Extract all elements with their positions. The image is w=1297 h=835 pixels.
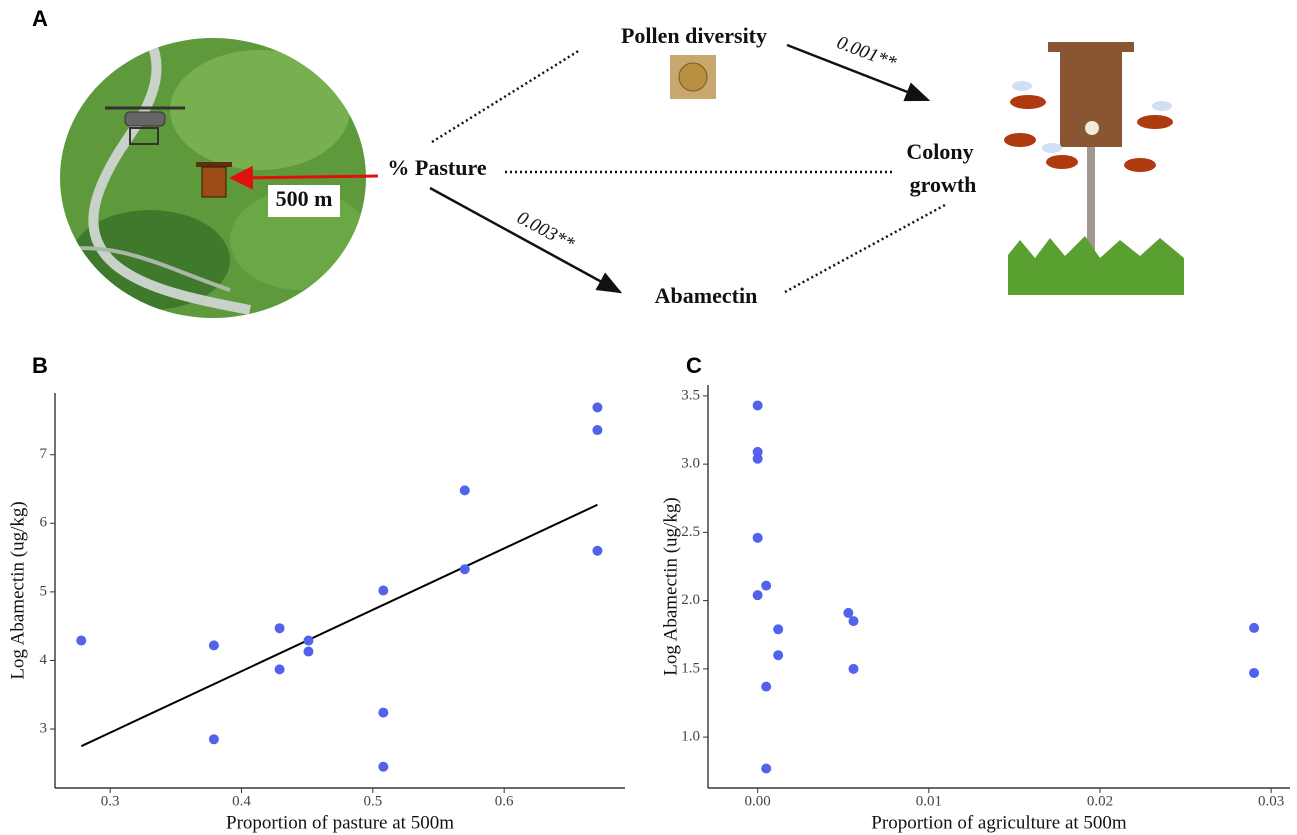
dotted-edge	[431, 48, 581, 144]
y-axis-label: Log Abamectin (ug/kg)	[7, 501, 28, 679]
data-point	[752, 453, 763, 464]
y-tick-label: 7	[40, 446, 48, 462]
y-tick-label: 4	[40, 652, 48, 668]
charts: B 0.3 0.4 0.5 0.6 3 4 5 6 7 Proportion of pasture …	[7, 353, 1290, 833]
distance-box	[268, 185, 340, 217]
data-point	[459, 564, 470, 575]
data-point	[1249, 622, 1260, 633]
x-tick-label: 0.03	[1258, 793, 1284, 809]
node-label: Pollen diversity	[621, 23, 767, 48]
beehive-illustration	[1004, 42, 1184, 295]
data-point	[592, 402, 603, 413]
edge-arrow	[786, 43, 931, 102]
data-point	[752, 400, 763, 411]
panel-label: A	[32, 6, 48, 31]
node-label: % Pasture	[387, 155, 486, 180]
data-point	[76, 635, 87, 646]
x-tick-label: 0.3	[101, 793, 120, 809]
x-tick-label: 0.02	[1087, 793, 1113, 809]
radius-arrow	[229, 165, 379, 190]
data-point	[848, 616, 859, 627]
y-tick-label: 3	[40, 720, 48, 736]
data-point	[592, 545, 603, 556]
data-point	[208, 734, 219, 745]
trend-line	[80, 503, 598, 748]
data-point	[274, 664, 285, 675]
x-tick-label: 0.4	[232, 793, 251, 809]
x-axis-label: Proportion of agriculture at 500m	[871, 812, 1127, 833]
y-axis-label: Log Abamectin (ug/kg)	[660, 497, 681, 675]
x-tick-label: 0.5	[363, 793, 382, 809]
y-tick-label: 1.5	[681, 660, 700, 676]
data-point	[752, 590, 763, 601]
panel-label: B	[32, 353, 48, 378]
data-point	[752, 532, 763, 543]
data-point	[773, 650, 784, 661]
data-point	[303, 646, 314, 657]
data-point	[848, 663, 859, 674]
y-tick-label: 2.0	[681, 592, 700, 608]
data-point	[761, 681, 772, 692]
drone	[105, 106, 185, 145]
y-tick-label: 1.0	[681, 729, 700, 745]
node-label-line: growth	[910, 172, 977, 197]
data-point	[378, 707, 389, 718]
data-point	[1249, 667, 1260, 678]
panel-label: C	[686, 353, 702, 378]
node-label: Colony growth	[906, 139, 976, 197]
y-tick-label: 3.5	[681, 387, 700, 403]
edge-label: 0.003**	[513, 207, 578, 255]
data-point	[773, 624, 784, 635]
data-point	[378, 761, 389, 772]
dotted-edge	[784, 203, 946, 294]
x-tick-label: 0.00	[745, 793, 771, 809]
x-tick-label: 0.6	[495, 793, 514, 809]
hive-icon	[196, 162, 232, 198]
data-point	[378, 585, 389, 596]
y-tick-label: 5	[40, 583, 48, 599]
pollen-grain	[678, 62, 708, 92]
edge-arrow	[429, 186, 623, 294]
data-point	[303, 635, 314, 646]
data-point	[274, 623, 285, 634]
y-tick-label: 3.0	[681, 456, 700, 472]
data-point	[843, 607, 854, 618]
x-tick-label: 0.01	[916, 793, 942, 809]
y-tick-label: 2.5	[681, 524, 700, 540]
node-label: Abamectin	[655, 283, 758, 308]
data-point	[592, 425, 603, 436]
node-label-line: Colony	[906, 139, 973, 164]
distance-label: 500 m	[276, 186, 333, 211]
data-point	[761, 763, 772, 774]
data-point	[761, 580, 772, 591]
x-axis-label: Proportion of pasture at 500m	[226, 812, 454, 833]
y-tick-label: 6	[40, 515, 48, 531]
data-point	[208, 640, 219, 651]
data-point	[459, 485, 470, 496]
